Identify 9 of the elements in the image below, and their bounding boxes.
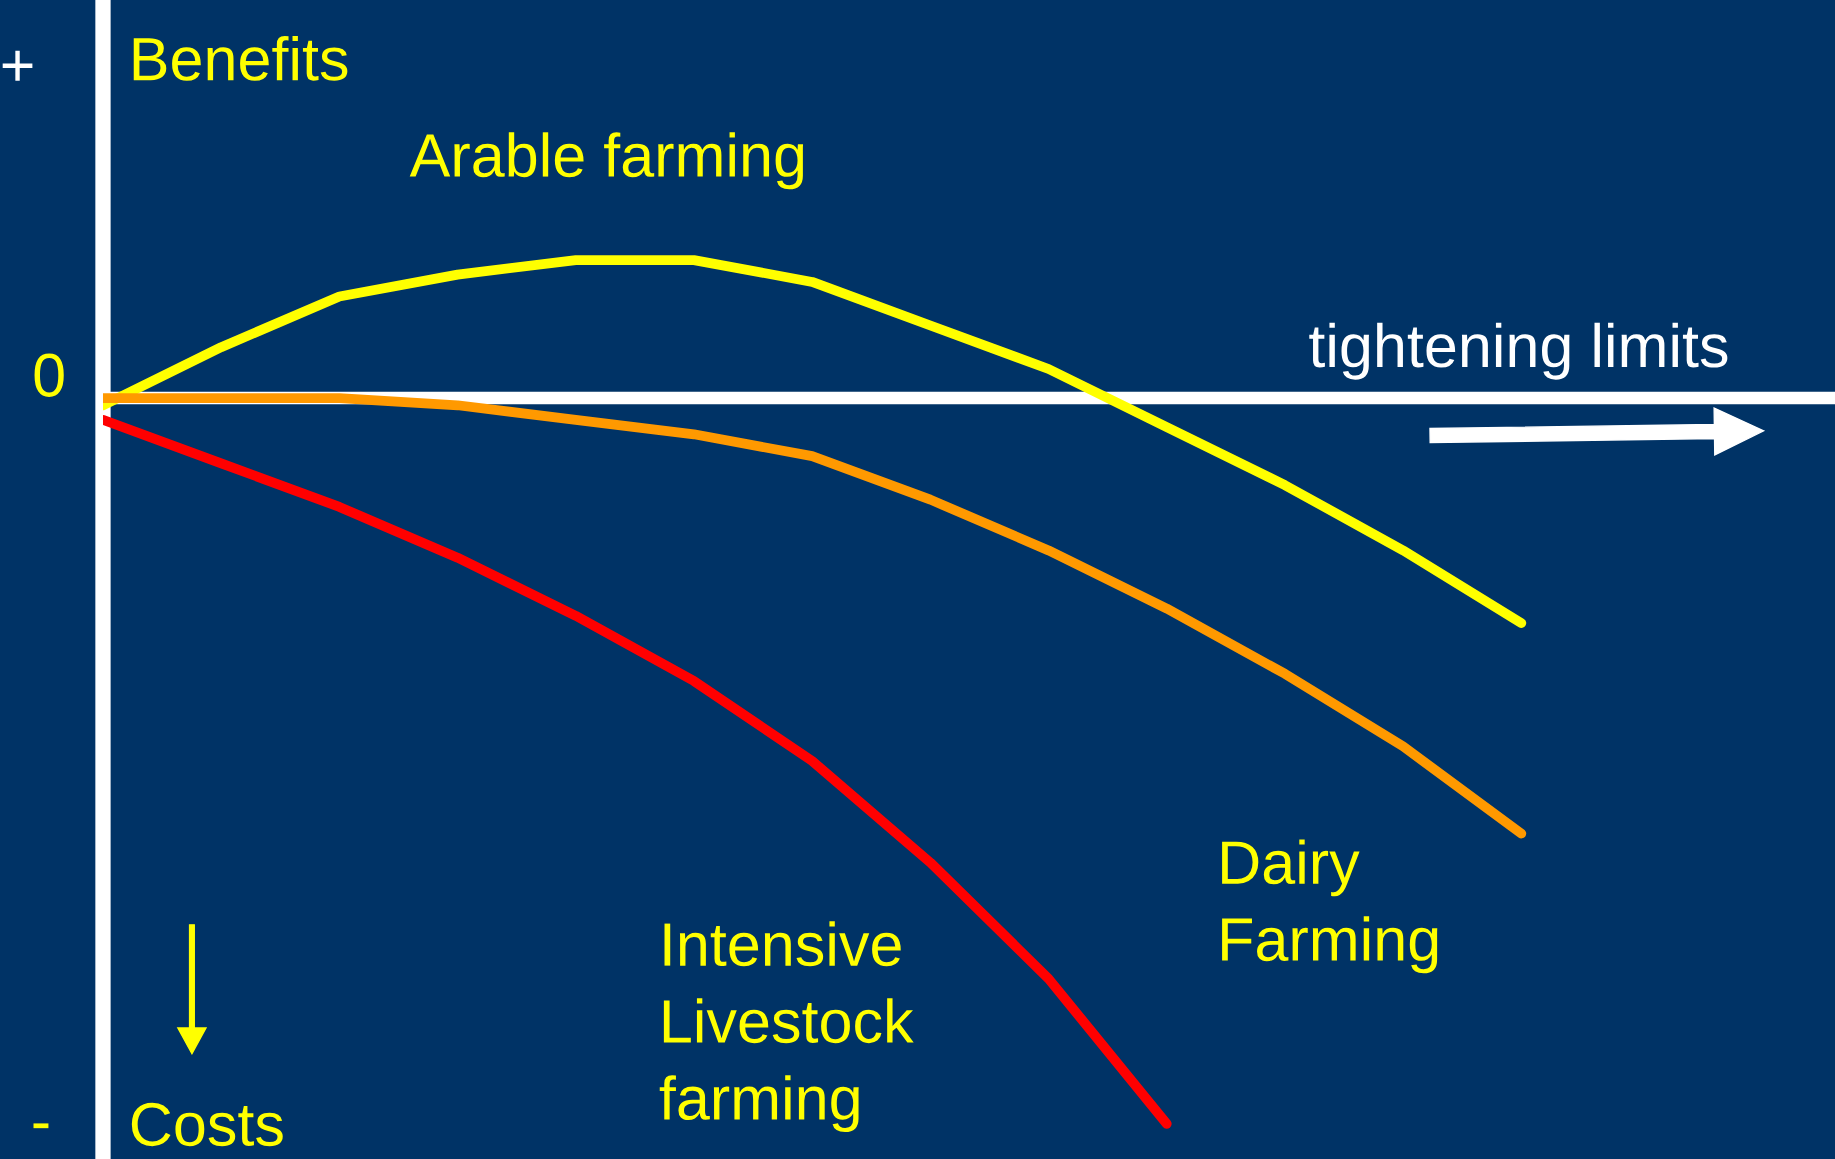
annotation: 0 [34,353,64,397]
text: Benefits [133,35,348,81]
text: + [2,50,33,81]
series-label: Intensive Livestock farming [659,921,914,1133]
series-label: Arable farming [409,132,804,190]
annotation: tightening limits [1309,322,1728,380]
annotation: Costs [131,1102,283,1147]
series-label: Dairy Farming [1222,839,1438,974]
annotation: - [33,1123,49,1129]
